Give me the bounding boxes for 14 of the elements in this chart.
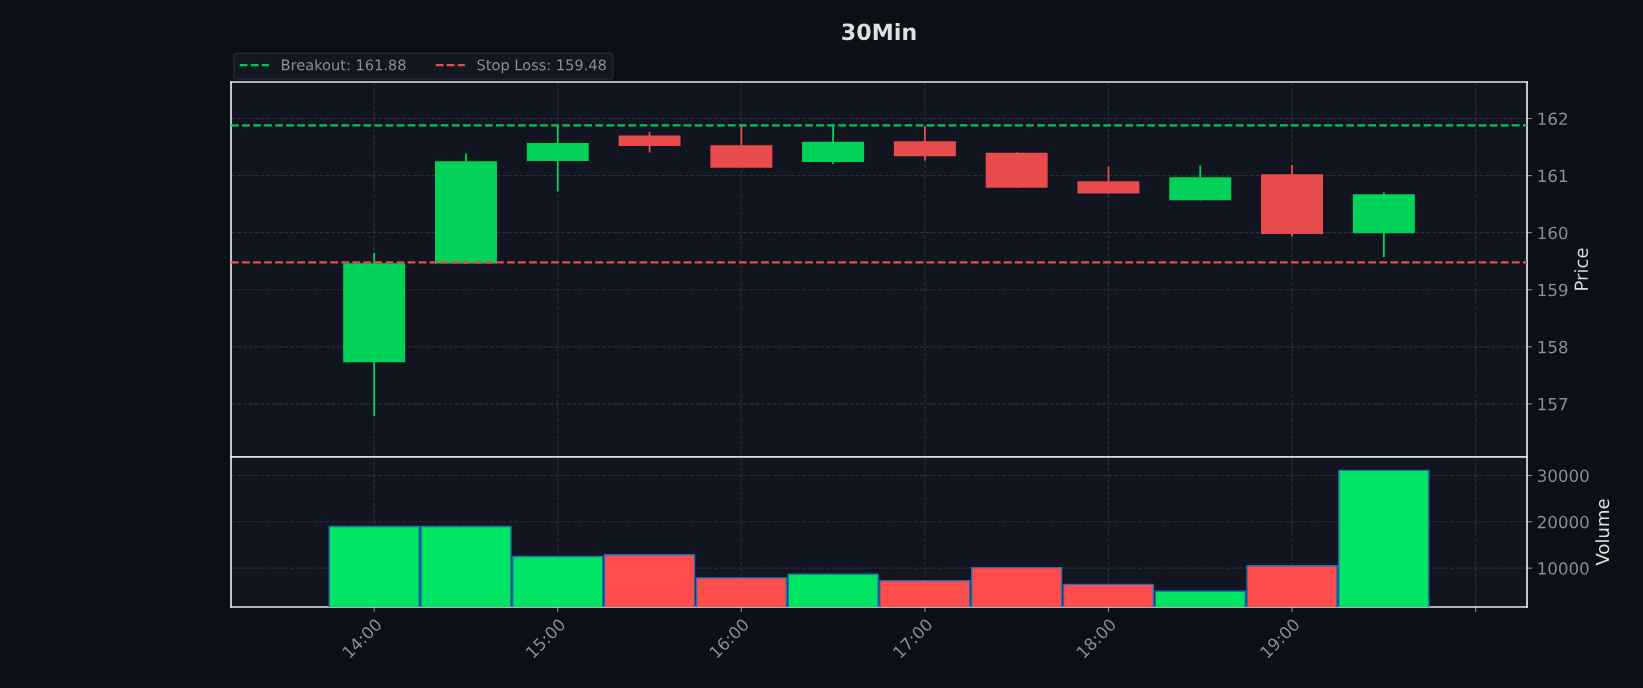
y-tick-label: 10000 (1538, 562, 1589, 575)
y-axis-title: Price (1574, 248, 1589, 290)
y-tick-label: 162 (1538, 112, 1567, 126)
y-axis-title: Volume (1595, 499, 1610, 566)
legend-label: Breakout: 161.88 (282, 59, 406, 71)
chart-title: 30Min (842, 23, 916, 41)
y-tick-label: 161 (1538, 169, 1567, 183)
y-tick-label: 158 (1538, 340, 1568, 354)
y-tick-label: 157 (1538, 398, 1568, 411)
y-tick-label: 20000 (1537, 515, 1589, 529)
y-tick-label: 30000 (1538, 469, 1589, 483)
legend-label: Stop Loss: 159.48 (477, 59, 606, 74)
y-tick-label: 160 (1538, 226, 1568, 240)
y-tick-label: 159 (1538, 283, 1568, 297)
